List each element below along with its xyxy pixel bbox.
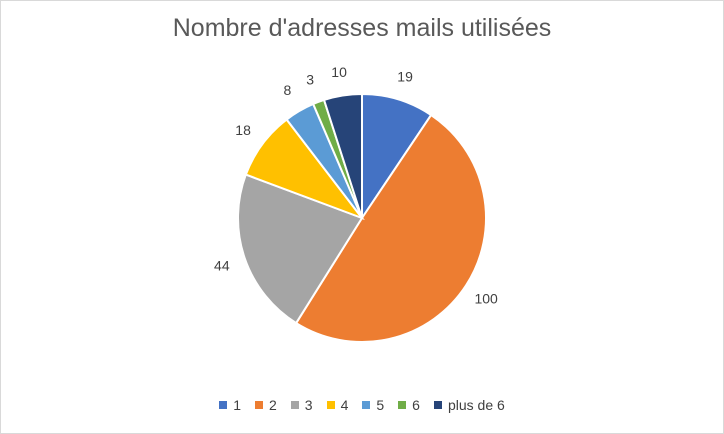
legend-label: 2 xyxy=(268,397,277,413)
legend: 1 2 3 4 5 6 plus de 6 xyxy=(0,397,724,413)
legend-item-5: 5 xyxy=(362,397,384,413)
pie-slice-3 xyxy=(237,173,364,325)
data-label-5: 8 xyxy=(283,82,291,98)
legend-swatch xyxy=(254,401,263,409)
data-label-4: 18 xyxy=(235,122,251,138)
legend-item-plus-de-6: plus de 6 xyxy=(433,397,505,413)
legend-item-2: 2 xyxy=(254,397,277,413)
legend-swatch xyxy=(398,401,407,409)
data-label-2: 100 xyxy=(474,291,498,307)
legend-label: 6 xyxy=(412,397,420,413)
data-label-6: 3 xyxy=(306,71,314,87)
legend-swatch xyxy=(290,401,299,409)
legend-swatch xyxy=(219,401,228,409)
legend-item-6: 6 xyxy=(398,397,420,413)
legend-item-3: 3 xyxy=(290,397,313,413)
legend-label: 5 xyxy=(376,397,385,413)
legend-label: 4 xyxy=(340,397,349,413)
legend-label: 1 xyxy=(233,397,241,413)
legend-item-4: 4 xyxy=(326,397,349,413)
legend-label: plus de 6 xyxy=(447,397,505,413)
chart-title: Nombre d'adresses mails utilisées xyxy=(172,14,552,42)
legend-label: 3 xyxy=(304,397,313,413)
legend-swatch xyxy=(433,401,442,409)
data-label-1: 19 xyxy=(397,68,413,84)
legend-item-1: 1 xyxy=(219,397,241,413)
legend-swatch xyxy=(362,401,371,409)
data-label-3: 44 xyxy=(214,257,230,273)
legend-swatch xyxy=(326,401,335,409)
pie-slice-2 xyxy=(294,113,487,343)
pie-slice-plus-de-6 xyxy=(322,92,363,219)
data-label-plus-de-6: 10 xyxy=(331,64,347,80)
